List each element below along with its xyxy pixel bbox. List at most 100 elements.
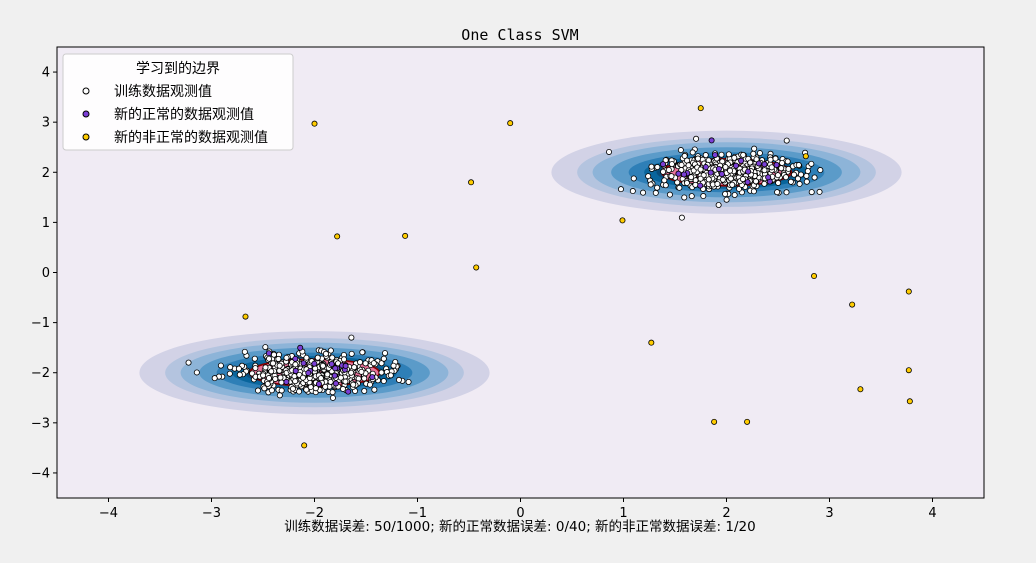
scatter-points: [185, 105, 913, 449]
training-point: [312, 365, 319, 372]
training-point: [640, 189, 647, 196]
training-point: [702, 152, 709, 159]
training-point: [688, 174, 695, 181]
training-point: [337, 374, 344, 381]
training-point: [768, 164, 775, 171]
abnormal-point: [857, 386, 864, 393]
legend: 学习到的边界 训练数据观测值 新的正常的数据观测值 新的非正常的数据观测值: [62, 53, 294, 151]
training-point: [371, 386, 378, 393]
training-point: [678, 214, 685, 221]
training-point: [803, 172, 810, 179]
legend-marker-training: [82, 87, 90, 95]
new-normal-point: [315, 381, 322, 388]
training-point: [697, 175, 704, 182]
training-point: [361, 387, 368, 394]
training-point: [804, 168, 811, 175]
training-point: [348, 334, 355, 341]
abnormal-point: [905, 367, 912, 374]
training-point: [278, 379, 285, 386]
x-axis-ticks: −4 −3 −2 −1 0 1 2 3 4: [99, 498, 937, 521]
training-point: [366, 381, 373, 388]
training-point: [361, 375, 368, 382]
x-tick-label: 1: [619, 506, 627, 521]
y-tick-label: −4: [31, 466, 50, 481]
training-point: [662, 182, 669, 189]
abnormal-point: [473, 264, 480, 271]
abnormal-point: [468, 179, 475, 186]
training-point: [324, 371, 331, 378]
training-point: [405, 378, 412, 385]
training-point: [340, 356, 347, 363]
training-point: [387, 372, 394, 379]
training-point: [270, 360, 277, 367]
training-point: [779, 159, 786, 166]
y-axis-ticks: −4 −3 −2 −1 0 1 2 3 4: [31, 66, 57, 481]
training-point: [358, 368, 365, 375]
training-point: [272, 375, 279, 382]
legend-title: 学习到的边界: [136, 61, 220, 77]
new-normal-point: [738, 157, 745, 164]
training-point: [795, 162, 802, 169]
training-point: [314, 354, 321, 361]
training-point: [740, 151, 747, 158]
training-point: [725, 151, 732, 158]
training-point: [289, 385, 296, 392]
abnormal-point: [242, 313, 249, 320]
training-point: [264, 380, 271, 387]
training-point: [348, 350, 355, 357]
training-point: [674, 179, 681, 186]
new-normal-point: [297, 344, 304, 351]
abnormal-point: [334, 233, 341, 240]
training-point: [774, 189, 781, 196]
x-tick-label: −3: [202, 506, 221, 521]
training-point: [714, 180, 721, 187]
training-point: [227, 364, 234, 371]
training-point: [791, 171, 798, 178]
chart-title: One Class SVM: [461, 26, 578, 44]
training-point: [241, 348, 248, 355]
training-point: [266, 355, 273, 362]
training-point: [382, 350, 389, 357]
new-normal-point: [283, 378, 290, 385]
training-point: [327, 347, 334, 354]
x-axis-label: 训练数据误差: 50/1000; 新的正常数据误差: 0/40; 新的非正常数据…: [284, 519, 755, 535]
training-point: [681, 152, 688, 159]
training-point: [329, 394, 336, 401]
training-point: [661, 177, 668, 184]
training-point: [685, 162, 692, 169]
training-point: [303, 354, 310, 361]
new-normal-point: [292, 367, 299, 374]
abnormal-point: [697, 105, 704, 112]
training-point: [722, 164, 729, 171]
training-point: [692, 181, 699, 188]
legend-label-abnormal: 新的非正常的数据观测值: [114, 130, 268, 146]
training-point: [350, 381, 357, 388]
training-point: [211, 375, 218, 382]
new-normal-point: [675, 170, 682, 177]
training-point: [236, 371, 243, 378]
training-point: [796, 180, 803, 187]
training-point: [395, 376, 402, 383]
training-point: [312, 385, 319, 392]
legend-label-training: 训练数据观测值: [114, 84, 212, 100]
training-point: [739, 176, 746, 183]
training-point: [357, 359, 364, 366]
new-normal-point: [292, 355, 299, 362]
new-normal-point: [300, 360, 307, 367]
new-normal-point: [331, 372, 338, 379]
training-point: [378, 369, 385, 376]
training-point: [677, 147, 684, 154]
y-tick-label: −2: [31, 366, 50, 381]
new-normal-point: [697, 182, 704, 189]
abnormal-point: [311, 120, 318, 127]
training-point: [292, 378, 299, 385]
abnormal-point: [811, 273, 818, 280]
training-point: [380, 355, 387, 362]
training-point: [270, 351, 277, 358]
training-point: [348, 369, 355, 376]
y-tick-label: 2: [42, 166, 50, 181]
training-point: [736, 185, 743, 192]
training-point: [795, 175, 802, 182]
training-point: [351, 364, 358, 371]
training-point: [750, 188, 757, 195]
